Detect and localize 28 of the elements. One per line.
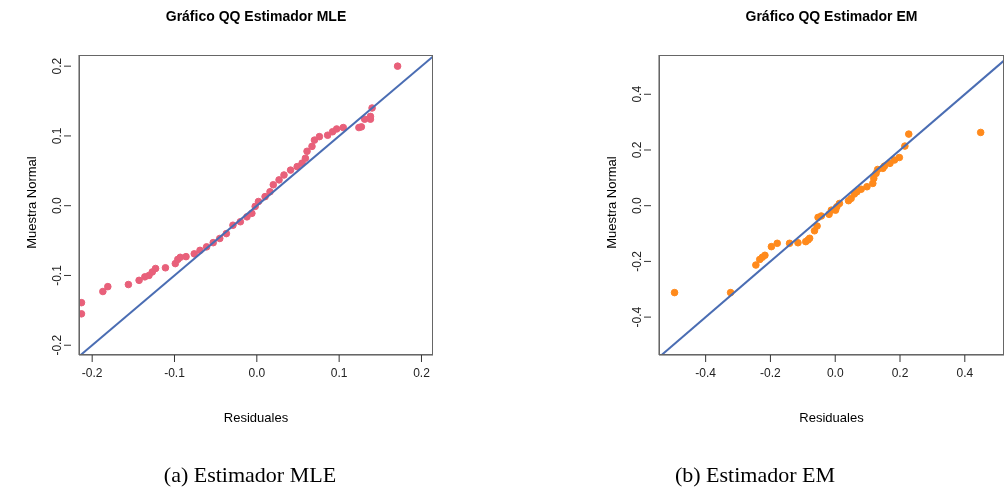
x-tick-label: -0.2: [760, 366, 782, 380]
y-tick-label: 0.0: [630, 197, 644, 215]
x-tick-label: -0.2: [81, 366, 103, 380]
x-tick-label: 0.1: [330, 366, 348, 380]
text: (b) Estimador EM: [673, 462, 837, 488]
x-axis-title: Residuales: [798, 410, 865, 425]
y-tick-label: -0.2: [630, 250, 644, 272]
text: (a) Estimador MLE: [162, 462, 338, 488]
y-tick-label: 0.1: [50, 127, 64, 145]
x-tick-label: 0.2: [413, 366, 431, 380]
y-tick-label: -0.1: [50, 264, 64, 286]
x-tick-label: -0.1: [164, 366, 186, 380]
x-tick-label: -0.4: [695, 366, 717, 380]
x-tick-label: 0.0: [248, 366, 266, 380]
y-axis-title: Muestra Normal: [23, 155, 39, 251]
x-tick-label: 0.4: [956, 366, 974, 380]
y-tick-label: 0.2: [630, 141, 644, 159]
x-tick-label: 0.2: [891, 366, 909, 380]
y-tick-label: 0.0: [50, 197, 64, 215]
y-axis-title: Muestra Normal: [603, 155, 619, 251]
y-tick-label: 0.4: [630, 85, 644, 103]
x-axis-title: Residuales: [222, 410, 290, 425]
y-tick-label: -0.2: [50, 334, 64, 356]
chart-title: Gráfico QQ Estimador MLE: [164, 8, 348, 24]
y-tick-label: 0.2: [50, 57, 64, 75]
chart-title: Gráfico QQ Estimador EM: [744, 8, 919, 24]
x-tick-label: 0.0: [826, 366, 844, 380]
y-tick-label: -0.4: [630, 306, 644, 328]
